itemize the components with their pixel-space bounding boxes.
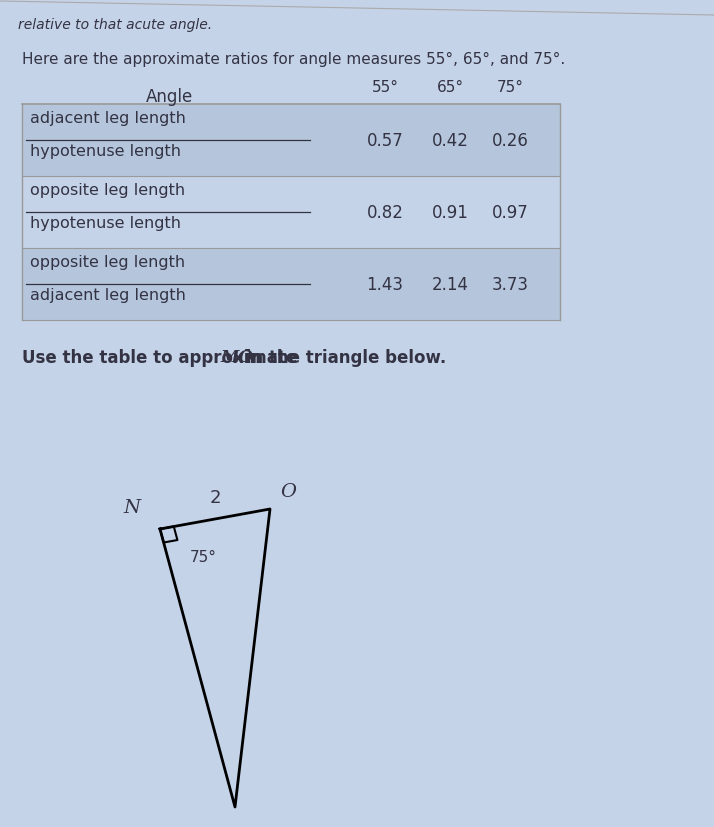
Text: adjacent leg length: adjacent leg length [30,111,186,126]
Text: Here are the approximate ratios for angle measures 55°, 65°, and 75°.: Here are the approximate ratios for angl… [22,52,565,67]
Text: adjacent leg length: adjacent leg length [30,288,186,303]
Text: 0.97: 0.97 [492,203,528,222]
Bar [22,105,560,177]
Text: 2.14: 2.14 [431,275,468,294]
Text: hypotenuse length: hypotenuse length [30,144,181,159]
Text: 55°: 55° [371,80,398,95]
Text: in the triangle below.: in the triangle below. [240,348,446,366]
Text: 1.43: 1.43 [366,275,403,294]
Text: N: N [124,499,141,516]
Text: opposite leg length: opposite leg length [30,255,185,270]
Text: 65°: 65° [436,80,463,95]
Text: Use the table to approximate: Use the table to approximate [22,348,303,366]
Text: 75°: 75° [190,549,217,564]
Text: 2: 2 [209,489,221,506]
Text: O: O [280,482,296,500]
Text: 75°: 75° [496,80,523,95]
Text: relative to that acute angle.: relative to that acute angle. [18,18,212,32]
Text: 3.73: 3.73 [491,275,528,294]
Text: 0.26: 0.26 [491,131,528,150]
Text: 0.82: 0.82 [366,203,403,222]
Text: 0.42: 0.42 [431,131,468,150]
Text: 0.57: 0.57 [366,131,403,150]
Text: MO: MO [221,348,253,366]
Bar [22,177,560,249]
Text: hypotenuse length: hypotenuse length [30,216,181,231]
Bar [22,249,560,321]
Text: opposite leg length: opposite leg length [30,183,185,198]
Text: 0.91: 0.91 [431,203,468,222]
Text: Angle: Angle [146,88,193,106]
